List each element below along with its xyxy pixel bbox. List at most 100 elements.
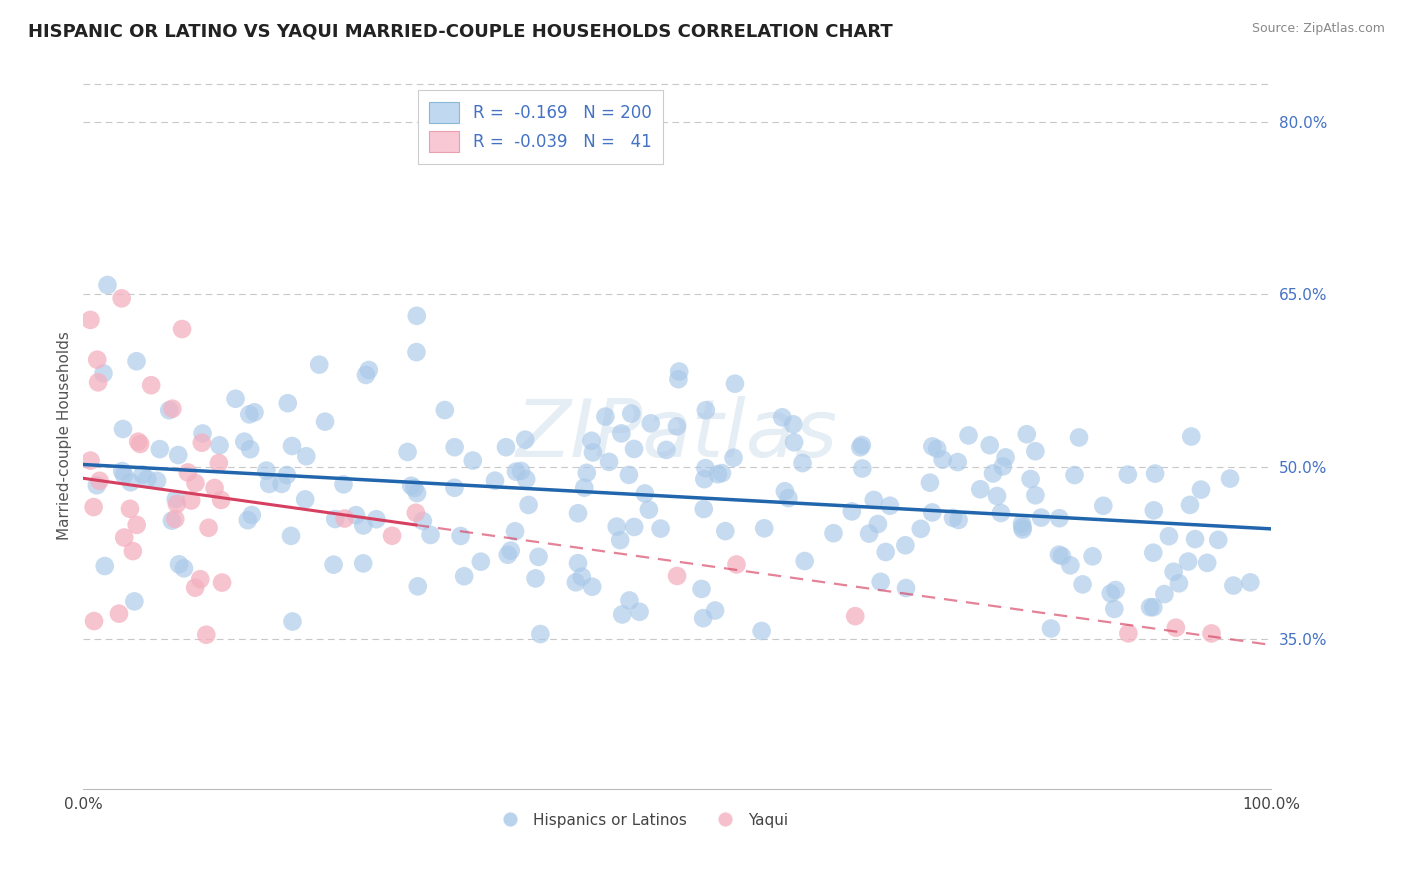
Point [344, 508, 367, 523]
Point [240, 508, 263, 522]
Point [294, 492, 316, 507]
Point [986, 489, 1008, 503]
Point [453, 569, 475, 583]
Point [211, 575, 233, 590]
Point [946, 455, 969, 469]
Point [921, 439, 943, 453]
Point [177, 466, 200, 480]
Point [581, 580, 603, 594]
Point [668, 365, 690, 379]
Point [640, 417, 662, 431]
Point [957, 428, 980, 442]
Point [595, 409, 617, 424]
Point [184, 581, 207, 595]
Point [650, 522, 672, 536]
Point [406, 579, 429, 593]
Point [1047, 548, 1070, 562]
Point [270, 476, 292, 491]
Point [129, 437, 152, 451]
Point [405, 309, 427, 323]
Point [638, 502, 661, 516]
Point [238, 408, 260, 422]
Point [352, 518, 374, 533]
Point [690, 582, 713, 596]
Point [634, 486, 657, 500]
Point [620, 407, 643, 421]
Point [862, 493, 884, 508]
Point [204, 481, 226, 495]
Point [96, 278, 118, 293]
Point [121, 544, 143, 558]
Point [693, 472, 716, 486]
Point [793, 554, 815, 568]
Point [184, 476, 207, 491]
Point [1104, 582, 1126, 597]
Point [1050, 549, 1073, 563]
Point [609, 533, 631, 548]
Point [127, 434, 149, 449]
Point [396, 445, 419, 459]
Point [160, 514, 183, 528]
Point [1116, 467, 1139, 482]
Point [111, 464, 134, 478]
Point [505, 465, 527, 479]
Point [405, 506, 427, 520]
Point [692, 611, 714, 625]
Point [1139, 600, 1161, 615]
Point [239, 442, 262, 457]
Point [165, 512, 187, 526]
Point [157, 403, 180, 417]
Point [841, 504, 863, 518]
Point [166, 497, 188, 511]
Point [623, 520, 645, 534]
Point [1031, 510, 1053, 524]
Point [773, 484, 796, 499]
Point [1143, 503, 1166, 517]
Point [665, 419, 688, 434]
Point [86, 352, 108, 367]
Point [412, 514, 434, 528]
Point [582, 445, 605, 459]
Point [108, 607, 131, 621]
Point [1092, 499, 1115, 513]
Y-axis label: Married-couple Households: Married-couple Households [58, 331, 72, 540]
Point [1039, 622, 1062, 636]
Point [495, 440, 517, 454]
Point [172, 322, 194, 336]
Point [1011, 516, 1033, 531]
Point [314, 415, 336, 429]
Point [295, 449, 318, 463]
Point [333, 511, 356, 525]
Point [515, 433, 537, 447]
Point [695, 461, 717, 475]
Point [450, 529, 472, 543]
Point [894, 538, 917, 552]
Point [1047, 511, 1070, 525]
Point [1163, 565, 1185, 579]
Point [994, 450, 1017, 465]
Point [257, 477, 280, 491]
Point [724, 376, 747, 391]
Point [165, 492, 187, 507]
Point [1059, 558, 1081, 573]
Point [619, 593, 641, 607]
Point [623, 442, 645, 456]
Point [567, 556, 589, 570]
Point [89, 474, 111, 488]
Point [208, 438, 231, 452]
Point [527, 549, 550, 564]
Point [782, 417, 804, 432]
Text: ZIPatlas: ZIPatlas [516, 396, 838, 475]
Point [979, 438, 1001, 452]
Point [723, 450, 745, 465]
Point [354, 368, 377, 382]
Point [381, 529, 404, 543]
Point [628, 605, 651, 619]
Point [571, 570, 593, 584]
Point [610, 426, 633, 441]
Point [225, 392, 247, 406]
Point [693, 502, 716, 516]
Point [1118, 626, 1140, 640]
Point [990, 506, 1012, 520]
Point [173, 561, 195, 575]
